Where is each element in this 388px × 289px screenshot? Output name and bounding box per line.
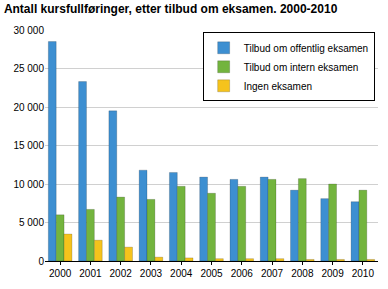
svg-text:2002: 2002: [110, 268, 133, 279]
svg-text:2001: 2001: [79, 268, 102, 279]
svg-text:Tilbud om intern eksamen: Tilbud om intern eksamen: [244, 62, 359, 73]
svg-text:30 000: 30 000: [13, 25, 44, 36]
svg-text:2008: 2008: [291, 268, 314, 279]
svg-text:5 000: 5 000: [19, 217, 44, 228]
svg-text:20 000: 20 000: [13, 102, 44, 113]
svg-text:10 000: 10 000: [13, 179, 44, 190]
svg-text:Antall kursfullføringer, etter: Antall kursfullføringer, etter tilbud om…: [4, 2, 338, 16]
svg-text:Tilbud om offentlig eksamen: Tilbud om offentlig eksamen: [244, 43, 369, 54]
svg-text:15 000: 15 000: [13, 140, 44, 151]
svg-text:Ingen eksamen: Ingen eksamen: [244, 81, 312, 92]
svg-text:2009: 2009: [321, 268, 344, 279]
svg-text:2003: 2003: [140, 268, 163, 279]
svg-text:2000: 2000: [49, 268, 72, 279]
svg-text:0: 0: [38, 256, 44, 267]
svg-text:2007: 2007: [261, 268, 284, 279]
svg-text:25 000: 25 000: [13, 63, 44, 74]
svg-text:2004: 2004: [170, 268, 193, 279]
svg-text:2006: 2006: [231, 268, 254, 279]
svg-text:2005: 2005: [200, 268, 223, 279]
svg-text:2010: 2010: [352, 268, 375, 279]
